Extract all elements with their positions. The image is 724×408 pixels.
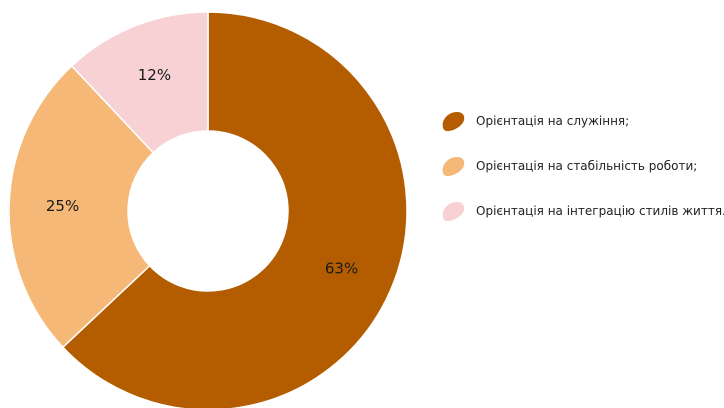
- legend-swatch-service: [442, 112, 465, 132]
- legend-swatch-integration: [442, 202, 465, 222]
- legend-marker-service: [442, 112, 465, 132]
- slice-stability: [8, 64, 155, 349]
- legend-marker-integration: [442, 202, 465, 222]
- legend-marker-stability: [442, 157, 465, 177]
- donut-slices: [8, 11, 408, 408]
- slice-label-stability: 25%: [46, 197, 79, 215]
- legend-label-integration: Орієнтація на інтеграцію стилів життя.: [476, 204, 724, 218]
- slice-service: [61, 11, 408, 408]
- legend-swatch-stability: [442, 157, 465, 177]
- slice-label-integration: 12%: [138, 66, 171, 84]
- slice-label-service: 63%: [325, 259, 358, 277]
- legend-item-stability: Орієнтація на стабільність роботи;: [440, 153, 724, 179]
- legend: Орієнтація на служіння; Орієнтація на ст…: [440, 108, 724, 243]
- slice-labels: 63% 25% 12%: [46, 66, 358, 277]
- legend-item-service: Орієнтація на служіння;: [440, 108, 724, 134]
- legend-label-stability: Орієнтація на стабільність роботи;: [476, 159, 698, 173]
- slice-integration: [70, 11, 209, 154]
- legend-label-service: Орієнтація на служіння;: [476, 114, 630, 128]
- legend-item-integration: Орієнтація на інтеграцію стилів життя.: [440, 198, 724, 224]
